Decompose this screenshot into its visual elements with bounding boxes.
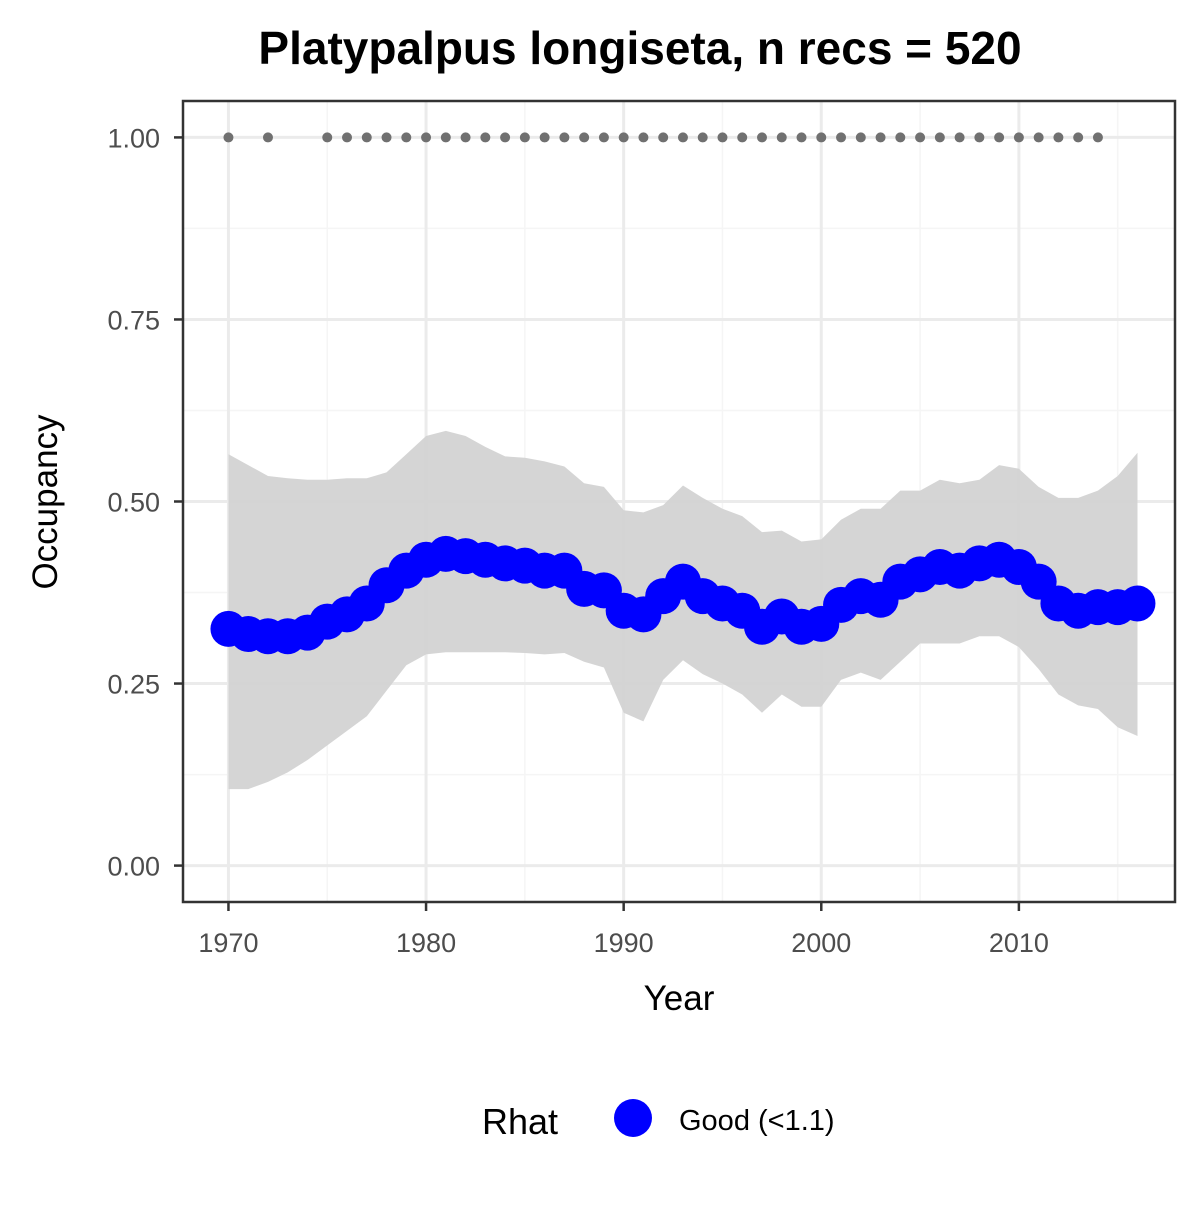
y-axis-title: Occupancy xyxy=(26,414,65,590)
chart-title: Platypalpus longiseta, n recs = 520 xyxy=(258,22,1021,74)
record-marker xyxy=(1053,132,1064,143)
record-marker xyxy=(342,132,353,143)
y-axis-tick-label: 0.25 xyxy=(107,670,160,700)
legend-label-good: Good (<1.1) xyxy=(679,1105,835,1137)
x-axis-title: Year xyxy=(644,979,715,1018)
record-marker xyxy=(381,132,392,143)
record-marker xyxy=(361,132,372,143)
x-axis-tick-label: 2010 xyxy=(989,928,1049,958)
record-marker xyxy=(915,132,926,143)
record-marker xyxy=(480,132,491,143)
x-axis-tick-label: 1980 xyxy=(396,928,456,958)
legend: Rhat Good (<1.1) xyxy=(482,1099,835,1142)
record-marker xyxy=(697,132,708,143)
record-marker xyxy=(994,132,1005,143)
record-marker xyxy=(539,132,550,143)
x-axis-tick-label: 2000 xyxy=(791,928,851,958)
y-axis-tick-label: 0.75 xyxy=(107,305,160,335)
record-marker xyxy=(322,132,333,143)
record-marker xyxy=(1033,132,1044,143)
record-marker xyxy=(638,132,649,143)
x-axis-tick-label: 1990 xyxy=(594,928,654,958)
record-marker xyxy=(677,132,688,143)
record-marker xyxy=(421,132,432,143)
record-marker xyxy=(875,132,886,143)
record-marker xyxy=(737,132,748,143)
record-marker xyxy=(776,132,787,143)
record-marker xyxy=(974,132,985,143)
record-marker xyxy=(895,132,906,143)
record-marker xyxy=(460,132,471,143)
record-marker xyxy=(559,132,570,143)
axis-ticks: 1970 1980 1990 2000 2010 0.00 0.25 0.50 0.75 1.00 xyxy=(107,123,1048,958)
record-marker xyxy=(401,132,412,143)
credible-interval-ribbon-layer xyxy=(228,430,1138,790)
record-marker xyxy=(598,132,609,143)
record-marker xyxy=(658,132,669,143)
record-marker xyxy=(1092,132,1103,143)
record-marker xyxy=(500,132,511,143)
record-marker xyxy=(717,132,728,143)
record-marker xyxy=(954,132,965,143)
y-axis-tick-label: 0.50 xyxy=(107,488,160,518)
record-marker xyxy=(836,132,847,143)
y-axis-tick-label: 1.00 xyxy=(107,123,160,153)
legend-title: Rhat xyxy=(482,1101,558,1142)
y-axis-tick-label: 0.00 xyxy=(107,852,160,882)
x-axis-tick-label: 1970 xyxy=(198,928,258,958)
credible-interval-ribbon xyxy=(228,430,1138,790)
record-marker xyxy=(1073,132,1084,143)
record-marker xyxy=(440,132,451,143)
record-marker xyxy=(796,132,807,143)
record-marker xyxy=(223,132,234,143)
record-marker xyxy=(618,132,629,143)
occupancy-point xyxy=(1119,585,1156,622)
occupancy-points xyxy=(210,535,1156,655)
record-marker xyxy=(816,132,827,143)
record-marker xyxy=(1013,132,1024,143)
record-marker xyxy=(855,132,866,143)
record-marker xyxy=(519,132,530,143)
legend-key-good-point xyxy=(614,1099,652,1137)
record-marker xyxy=(262,132,273,143)
record-markers xyxy=(223,132,1103,143)
record-marker xyxy=(579,132,590,143)
record-marker xyxy=(756,132,767,143)
record-marker xyxy=(934,132,945,143)
